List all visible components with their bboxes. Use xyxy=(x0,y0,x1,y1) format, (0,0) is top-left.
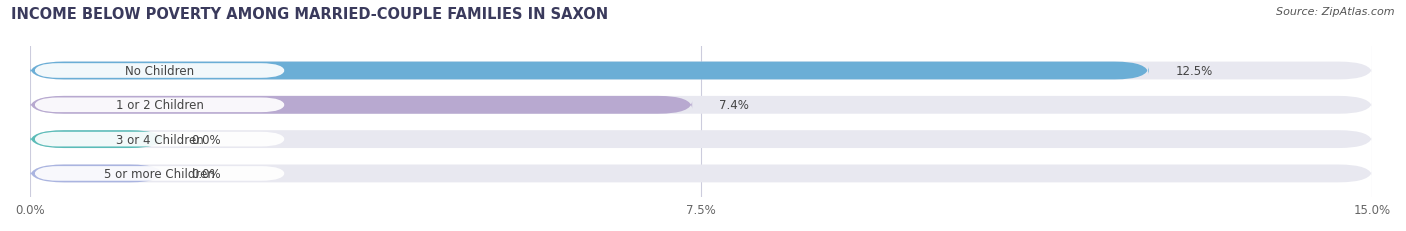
Text: 3 or 4 Children: 3 or 4 Children xyxy=(115,133,204,146)
Text: 1 or 2 Children: 1 or 2 Children xyxy=(115,99,204,112)
FancyBboxPatch shape xyxy=(30,131,165,148)
Text: 0.0%: 0.0% xyxy=(191,133,221,146)
Text: No Children: No Children xyxy=(125,65,194,78)
Text: 12.5%: 12.5% xyxy=(1175,65,1213,78)
FancyBboxPatch shape xyxy=(34,166,285,181)
Text: 5 or more Children: 5 or more Children xyxy=(104,167,215,180)
FancyBboxPatch shape xyxy=(30,165,165,182)
Text: 7.4%: 7.4% xyxy=(718,99,749,112)
FancyBboxPatch shape xyxy=(30,62,1149,80)
FancyBboxPatch shape xyxy=(34,64,285,79)
FancyBboxPatch shape xyxy=(30,62,1372,80)
FancyBboxPatch shape xyxy=(30,97,692,114)
Text: INCOME BELOW POVERTY AMONG MARRIED-COUPLE FAMILIES IN SAXON: INCOME BELOW POVERTY AMONG MARRIED-COUPL… xyxy=(11,7,609,22)
FancyBboxPatch shape xyxy=(30,165,1372,182)
FancyBboxPatch shape xyxy=(34,98,285,113)
FancyBboxPatch shape xyxy=(30,131,1372,148)
FancyBboxPatch shape xyxy=(30,97,1372,114)
Text: 0.0%: 0.0% xyxy=(191,167,221,180)
FancyBboxPatch shape xyxy=(34,132,285,147)
Text: Source: ZipAtlas.com: Source: ZipAtlas.com xyxy=(1277,7,1395,17)
